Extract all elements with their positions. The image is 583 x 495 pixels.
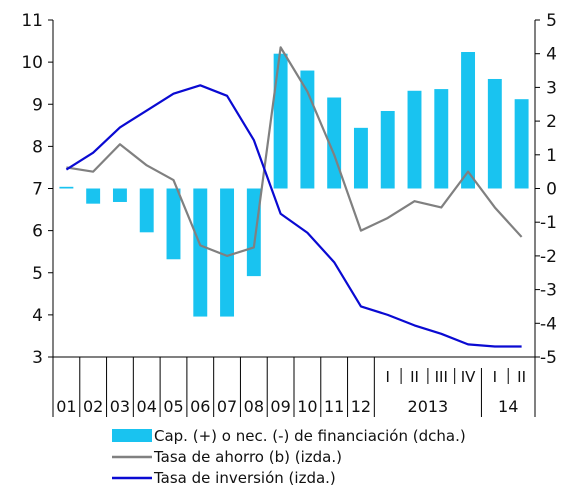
x-tick-label: I	[386, 368, 390, 386]
right-tick-label: 5	[546, 11, 557, 31]
x-tick-label: 12	[351, 397, 371, 416]
bar-2	[112, 188, 127, 202]
right-tick-label: -3	[540, 281, 557, 301]
bar-5	[193, 188, 208, 317]
left-tick-label: 3	[32, 348, 43, 368]
right-tick-label: -1	[540, 213, 557, 233]
x-tick-label: 04	[137, 397, 157, 416]
bar-17	[514, 99, 529, 189]
bar-7	[246, 188, 261, 277]
legend-label: Tasa de inversión (izda.)	[153, 469, 336, 487]
bar-3	[139, 188, 154, 233]
bar-1	[86, 188, 101, 204]
right-tick-label: -5	[540, 348, 557, 368]
year-group-label: 14	[498, 397, 518, 416]
legend-label: Tasa de ahorro (b) (izda.)	[153, 448, 342, 466]
bar-12	[380, 110, 395, 189]
bar-8	[273, 53, 288, 189]
bar-16	[487, 78, 502, 189]
right-tick-label: 4	[546, 45, 557, 65]
bar-15	[461, 52, 476, 189]
right-tick-label: 3	[546, 78, 557, 98]
x-tick-label: I	[493, 368, 497, 386]
bar-11	[353, 127, 368, 189]
x-tick-label: 01	[56, 397, 76, 416]
x-tick-label: II	[517, 368, 526, 386]
right-tick-label: 2	[546, 112, 557, 132]
x-tick-label: 06	[190, 397, 210, 416]
bar-14	[434, 89, 449, 189]
left-tick-label: 5	[32, 264, 43, 284]
left-tick-label: 4	[32, 306, 43, 326]
year-group-label: 2013	[408, 397, 449, 416]
investment-rate-line	[65, 84, 522, 348]
x-tick-label: III	[435, 368, 448, 386]
bar-0	[59, 186, 74, 189]
x-tick-label: 02	[83, 397, 103, 416]
left-tick-label: 8	[32, 137, 43, 157]
left-tick-label: 6	[32, 222, 43, 242]
bar-4	[166, 188, 181, 260]
left-tick-label: 10	[21, 53, 43, 73]
x-tick-label: II	[410, 368, 419, 386]
x-tick-label: IV	[461, 368, 476, 386]
right-tick-label: -4	[540, 314, 557, 334]
right-tick-label: 0	[546, 180, 557, 200]
bar-6	[220, 188, 235, 317]
x-tick-label: 10	[297, 397, 317, 416]
legend-bar-swatch	[112, 429, 152, 442]
right-tick-label: -2	[540, 247, 557, 267]
left-tick-label: 9	[32, 95, 43, 115]
x-tick-label: 07	[217, 397, 237, 416]
left-tick-label: 11	[21, 11, 43, 31]
x-tick-label: 05	[163, 397, 183, 416]
right-tick-label: 1	[546, 146, 557, 166]
x-tick-label: 03	[110, 397, 130, 416]
bar-9	[300, 70, 315, 189]
bar-13	[407, 90, 422, 189]
x-tick-label: 08	[244, 397, 264, 416]
legend-label: Cap. (+) o nec. (-) de financiación (dch…	[154, 427, 466, 445]
x-tick-label: 09	[270, 397, 290, 416]
savings-rate-line	[66, 46, 523, 257]
x-tick-label: 11	[324, 397, 344, 416]
left-tick-label: 7	[32, 180, 43, 200]
